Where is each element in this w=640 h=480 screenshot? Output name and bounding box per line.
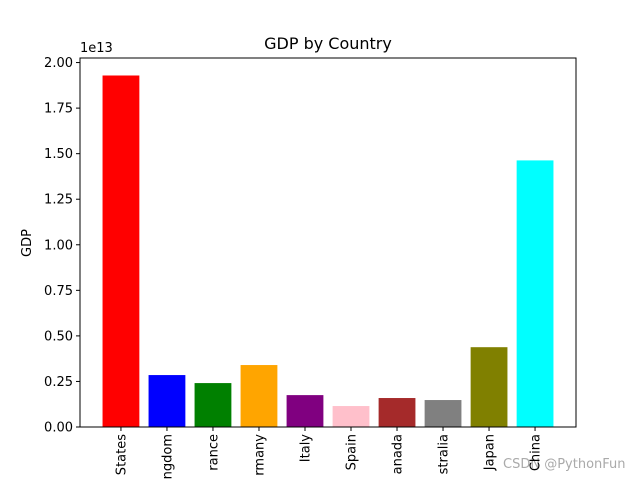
- x-tick-label: rance: [206, 434, 221, 471]
- bar: [194, 383, 232, 427]
- plot-frame: [79, 57, 577, 428]
- y-tick-label: 0.00: [44, 421, 73, 436]
- x-tick-label: States: [114, 434, 129, 475]
- bar: [424, 400, 462, 427]
- y-tick-label: 0.25: [44, 375, 73, 390]
- x-tick-label: rmany: [252, 434, 267, 476]
- bar: [286, 395, 324, 427]
- bar: [102, 75, 140, 427]
- bar: [470, 347, 508, 427]
- y-tick-label: 1.75: [44, 102, 73, 117]
- x-tick-label: stralia: [437, 434, 452, 474]
- bar: [240, 365, 278, 427]
- chart-title: GDP by Country: [264, 34, 392, 53]
- x-tick-label: anada: [391, 434, 406, 474]
- watermark: CSDN @PythonFun: [503, 457, 626, 472]
- bar: [378, 398, 416, 427]
- bar: [332, 406, 370, 427]
- y-tick-label: 1.25: [44, 193, 73, 208]
- y-tick-label: 1.00: [44, 238, 73, 253]
- bar: [148, 375, 186, 427]
- x-tick-label: Spain: [345, 434, 360, 470]
- x-tick-label: Japan: [483, 434, 498, 471]
- y-axis-label: GDP: [20, 229, 35, 257]
- y-tick-label: 1.50: [44, 147, 73, 162]
- x-tick-label: Italy: [298, 434, 313, 463]
- x-tick-label: China: [529, 434, 544, 471]
- y-tick-label: 0.50: [44, 329, 73, 344]
- bar: [516, 160, 554, 428]
- y-tick-label: 0.75: [44, 284, 73, 299]
- x-tick-label: ngdom: [160, 434, 175, 479]
- y-tick-label: 2.00: [44, 56, 73, 71]
- y-offset-label: 1e13: [80, 41, 113, 56]
